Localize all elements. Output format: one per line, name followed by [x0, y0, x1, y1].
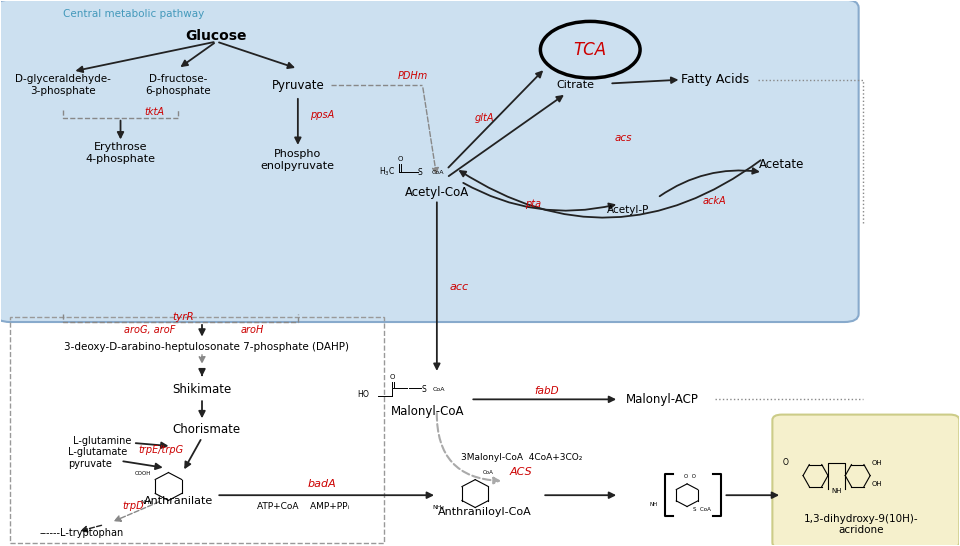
FancyBboxPatch shape [0, 0, 858, 322]
Text: PDHm: PDHm [397, 71, 428, 81]
Text: tktA: tktA [144, 108, 164, 117]
Text: CoA: CoA [433, 387, 445, 391]
Text: O  O: O O [684, 473, 696, 478]
Text: ACS: ACS [510, 467, 533, 477]
Text: ------L-tryptophan: ------L-tryptophan [39, 529, 123, 538]
Text: Malonyl-CoA: Malonyl-CoA [391, 405, 464, 418]
Text: S: S [418, 168, 422, 177]
Text: CoA: CoA [483, 471, 493, 476]
Text: fabD: fabD [535, 386, 560, 396]
Text: L-glutamine: L-glutamine [73, 436, 131, 446]
Text: $\rm HO$: $\rm HO$ [357, 388, 371, 400]
Text: 3-deoxy-D-arabino-heptulosonate 7-phosphate (DAHP): 3-deoxy-D-arabino-heptulosonate 7-phosph… [64, 341, 349, 352]
Text: tyrR: tyrR [172, 312, 194, 322]
Text: O: O [782, 458, 789, 467]
Bar [11, 317, 384, 543]
Text: NH: NH [831, 488, 842, 494]
Text: Anthraniloyl-CoA: Anthraniloyl-CoA [438, 507, 532, 517]
Text: Erythrose
4-phosphate: Erythrose 4-phosphate [85, 143, 156, 164]
Text: L-glutamate
pyruvate: L-glutamate pyruvate [68, 447, 127, 469]
Text: S: S [421, 384, 426, 394]
Text: 3Malonyl-CoA  4CoA+3CO₂: 3Malonyl-CoA 4CoA+3CO₂ [461, 453, 582, 461]
Text: NH₂: NH₂ [141, 500, 153, 505]
Text: acc: acc [449, 282, 468, 292]
Text: aroG, aroF: aroG, aroF [124, 325, 175, 335]
Text: Central metabolic pathway: Central metabolic pathway [63, 9, 204, 19]
FancyBboxPatch shape [773, 414, 959, 546]
Text: 1,3-dihydroxy-9(10H)-
acridone: 1,3-dihydroxy-9(10H)- acridone [804, 514, 919, 536]
Text: NH: NH [650, 502, 658, 507]
Text: Acetate: Acetate [759, 158, 804, 170]
Text: D-glyceraldehyde-
3-phosphate: D-glyceraldehyde- 3-phosphate [15, 74, 111, 96]
Text: ackA: ackA [703, 196, 727, 206]
Text: O: O [397, 157, 403, 163]
Text: Shikimate: Shikimate [173, 383, 231, 395]
Text: gltA: gltA [475, 113, 494, 123]
Text: Citrate: Citrate [557, 80, 595, 90]
Text: OH: OH [872, 460, 882, 466]
Text: pta: pta [525, 199, 540, 209]
Text: O: O [390, 375, 396, 380]
Text: ATP+CoA    AMP+PPᵢ: ATP+CoA AMP+PPᵢ [256, 502, 348, 511]
Text: Acetyl-CoA: Acetyl-CoA [405, 186, 469, 199]
Text: S  CoA: S CoA [693, 507, 711, 512]
Text: aroH: aroH [240, 325, 264, 335]
Text: OH: OH [872, 482, 882, 488]
Text: Malonyl-ACP: Malonyl-ACP [626, 393, 699, 406]
Text: TCA: TCA [574, 41, 607, 59]
Text: D-fructose-
6-phosphate: D-fructose- 6-phosphate [145, 74, 211, 96]
Text: Fatty Acids: Fatty Acids [681, 73, 749, 86]
Text: Acetyl-P: Acetyl-P [608, 205, 650, 215]
Text: CoA: CoA [432, 170, 444, 175]
Text: NH₂: NH₂ [432, 505, 444, 511]
Text: acs: acs [615, 133, 633, 143]
Text: COOH: COOH [134, 471, 151, 476]
Text: Anthranilate: Anthranilate [143, 496, 213, 506]
Text: ppsA: ppsA [310, 110, 334, 120]
Text: Chorismate: Chorismate [173, 423, 241, 436]
Text: $\rm H_3C$: $\rm H_3C$ [379, 166, 396, 179]
Text: Pyruvate: Pyruvate [272, 79, 324, 92]
Text: Glucose: Glucose [185, 29, 247, 43]
Text: trpD: trpD [122, 501, 144, 511]
Text: trpE/trpG: trpE/trpG [138, 445, 183, 455]
Text: badA: badA [307, 479, 336, 489]
Text: Phospho
enolpyruvate: Phospho enolpyruvate [261, 149, 335, 170]
